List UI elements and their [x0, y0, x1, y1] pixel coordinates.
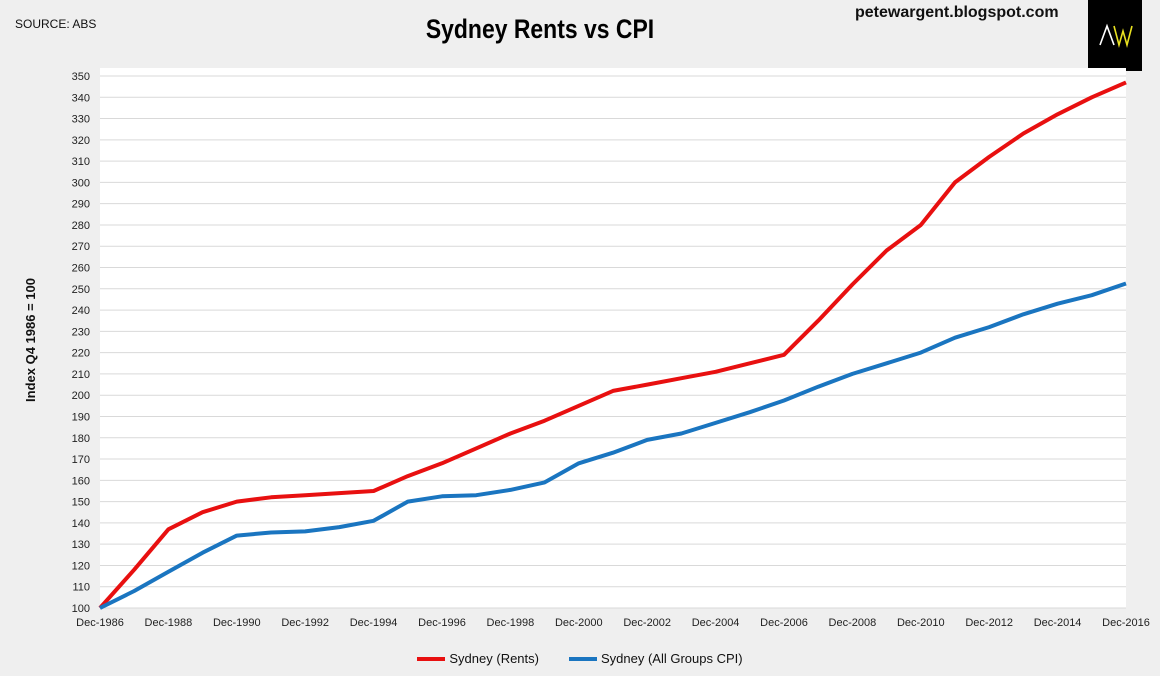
- legend-label-rents: Sydney (Rents): [449, 651, 539, 666]
- y-tick-label: 270: [72, 241, 90, 253]
- y-tick-label: 290: [72, 199, 90, 211]
- y-tick-label: 300: [72, 177, 90, 189]
- x-tick-label: Dec-2004: [692, 617, 740, 629]
- x-tick-label: Dec-2016: [1102, 617, 1150, 629]
- y-axis-title: Index Q4 1986 = 100: [23, 278, 38, 402]
- y-tick-label: 200: [72, 390, 90, 402]
- y-tick-label: 170: [72, 454, 90, 466]
- x-tick-label: Dec-1996: [418, 617, 466, 629]
- x-tick-label: Dec-1986: [76, 617, 124, 629]
- x-tick-label: Dec-1998: [487, 617, 535, 629]
- chart-title: Sydney Rents vs CPI: [425, 14, 655, 44]
- series-line-cpi: [99, 281, 1127, 610]
- y-tick-label: 160: [72, 475, 90, 487]
- y-tick-label: 100: [72, 603, 90, 615]
- plot-area: [100, 68, 1126, 608]
- x-tick-label: Dec-1988: [145, 617, 193, 629]
- y-tick-label: 320: [72, 135, 90, 147]
- x-tick-label: Dec-2006: [760, 617, 808, 629]
- y-tick-label: 260: [72, 263, 90, 275]
- x-tick-label: Dec-2000: [555, 617, 603, 629]
- y-tick-label: 110: [72, 582, 90, 594]
- x-tick-label: Dec-2010: [897, 617, 945, 629]
- legend-item-rents: Sydney (Rents): [417, 651, 539, 666]
- y-tick-label: 250: [72, 284, 90, 296]
- source-note: SOURCE: ABS: [15, 17, 97, 31]
- legend: Sydney (Rents) Sydney (All Groups CPI): [0, 651, 1160, 666]
- y-tick-label: 150: [72, 497, 90, 509]
- series-line-rents: [98, 80, 1127, 610]
- y-tick-label: 190: [72, 411, 90, 423]
- aw-logo-mark: [1099, 23, 1133, 49]
- legend-swatch-cpi: [568, 656, 597, 661]
- y-tick-label: 130: [72, 539, 90, 551]
- y-tick-label: 330: [72, 114, 90, 126]
- x-tick-label: Dec-2008: [829, 617, 877, 629]
- legend-label-cpi: Sydney (All Groups CPI): [600, 651, 743, 666]
- y-tick-label: 180: [72, 433, 90, 445]
- y-tick-label: 140: [72, 518, 90, 530]
- line-chart: 100 110 120 130 140 150 160 170 180 190 200 210 220 2…: [23, 68, 1150, 629]
- x-tick-label: Dec-2012: [965, 617, 1013, 629]
- legend-item-cpi: Sydney (All Groups CPI): [568, 651, 743, 666]
- legend-swatch-rents: [417, 656, 446, 661]
- y-tick-label: 220: [72, 348, 90, 360]
- x-tick-label: Dec-1990: [213, 617, 261, 629]
- y-tick-label: 310: [72, 156, 90, 168]
- aw-logo: [1088, 0, 1142, 71]
- y-tick-label: 340: [72, 92, 90, 104]
- site-url: petewargent.blogspot.com: [855, 4, 1059, 21]
- y-tick-label: 350: [72, 71, 90, 83]
- x-tick-label: Dec-1994: [350, 617, 398, 629]
- y-tick-label: 120: [72, 560, 90, 572]
- y-tick-label: 280: [72, 220, 90, 232]
- x-tick-label: Dec-2002: [623, 617, 671, 629]
- y-tick-label: 240: [72, 305, 90, 317]
- x-tick-label: Dec-1992: [281, 617, 329, 629]
- y-tick-label: 230: [72, 326, 90, 338]
- y-tick-label: 210: [72, 369, 90, 381]
- x-tick-label: Dec-2014: [1034, 617, 1082, 629]
